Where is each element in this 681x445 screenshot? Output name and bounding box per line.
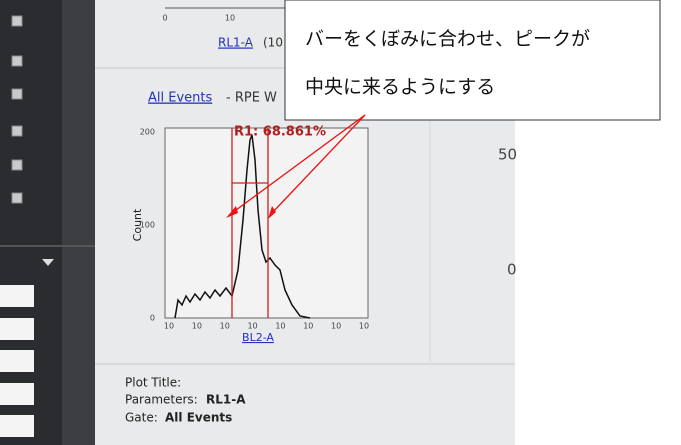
- axis-label[interactable]: RL1-A: [218, 36, 254, 50]
- x-tick-label: 10: [220, 322, 230, 331]
- y-tick-label: 0: [150, 314, 155, 323]
- callout-box: [285, 0, 660, 120]
- info-value: RL1-A: [206, 393, 246, 407]
- region-label: R1: 68.861%: [234, 125, 326, 140]
- plot-title: - RPE W: [226, 91, 277, 106]
- y-tick-label: 200: [140, 128, 155, 137]
- x-tick-label: 10: [164, 322, 174, 331]
- x-tick-label: 10: [247, 322, 257, 331]
- tick-label: 0: [162, 14, 167, 23]
- x-tick-label: 10: [275, 322, 285, 331]
- y-axis-label: Count: [131, 208, 144, 241]
- callout-text: バーをくぼみに合わせ、ピークが: [305, 28, 590, 50]
- tick-label: 10: [225, 14, 235, 23]
- right-label: 0: [507, 261, 517, 279]
- callout-text: 中央に来るようにする: [305, 76, 495, 98]
- plot-link[interactable]: All Events: [148, 91, 212, 106]
- axis-label-suffix: (10: [263, 36, 283, 50]
- divider: [0, 245, 95, 247]
- x-tick-label: 10: [303, 322, 313, 331]
- page: 0 10 RL1-A (10 All Events - RPE W 200 10…: [0, 0, 681, 445]
- x-axis-label[interactable]: BL2-A: [242, 331, 274, 344]
- info-value: All Events: [165, 411, 232, 425]
- info-label: Gate:: [125, 411, 158, 425]
- x-tick-label: 10: [331, 322, 341, 331]
- x-tick-label: 10: [359, 322, 369, 331]
- plot-area: [165, 128, 368, 318]
- x-tick-label: 10: [192, 322, 202, 331]
- right-label: 50: [498, 146, 517, 164]
- info-label: Parameters:: [125, 393, 198, 407]
- screen: 0 10 RL1-A (10 All Events - RPE W 200 10…: [0, 0, 681, 445]
- info-label: Plot Title:: [125, 376, 181, 390]
- sidebar-strip: [62, 0, 95, 445]
